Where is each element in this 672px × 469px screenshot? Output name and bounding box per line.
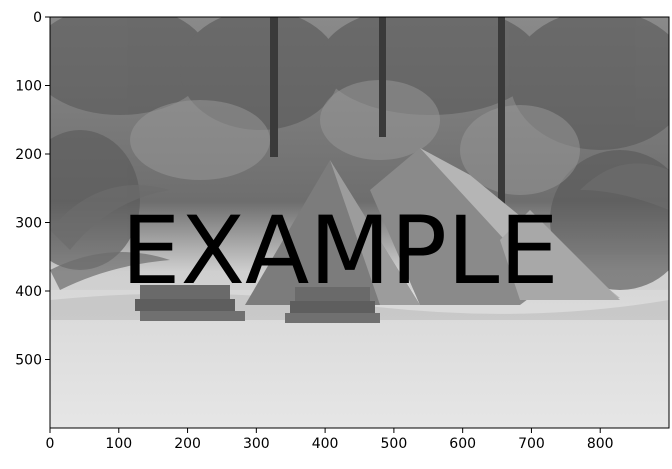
- x-tick-label: 200: [174, 436, 201, 452]
- x-tick-label: 300: [243, 436, 270, 452]
- y-tick-label: 200: [15, 147, 42, 163]
- y-tick-label: 500: [15, 353, 42, 369]
- y-axis: 0 100 200 300 400 500: [15, 10, 50, 369]
- x-tick-label: 800: [587, 436, 614, 452]
- x-axis: 0 100 200 300 400 500 600 700 800: [46, 428, 614, 452]
- x-tick-label: 100: [105, 436, 132, 452]
- x-tick-label: 0: [46, 436, 55, 452]
- y-tick-label: 100: [15, 79, 42, 95]
- photo-image: [50, 17, 669, 428]
- y-tick-label: 0: [33, 10, 42, 26]
- x-tick-label: 700: [518, 436, 545, 452]
- y-tick-label: 300: [15, 216, 42, 232]
- y-tick-label: 400: [15, 284, 42, 300]
- watermark-text: EXAMPLE: [121, 197, 559, 306]
- x-tick-label: 400: [312, 436, 339, 452]
- x-tick-label: 600: [449, 436, 476, 452]
- x-tick-label: 500: [381, 436, 408, 452]
